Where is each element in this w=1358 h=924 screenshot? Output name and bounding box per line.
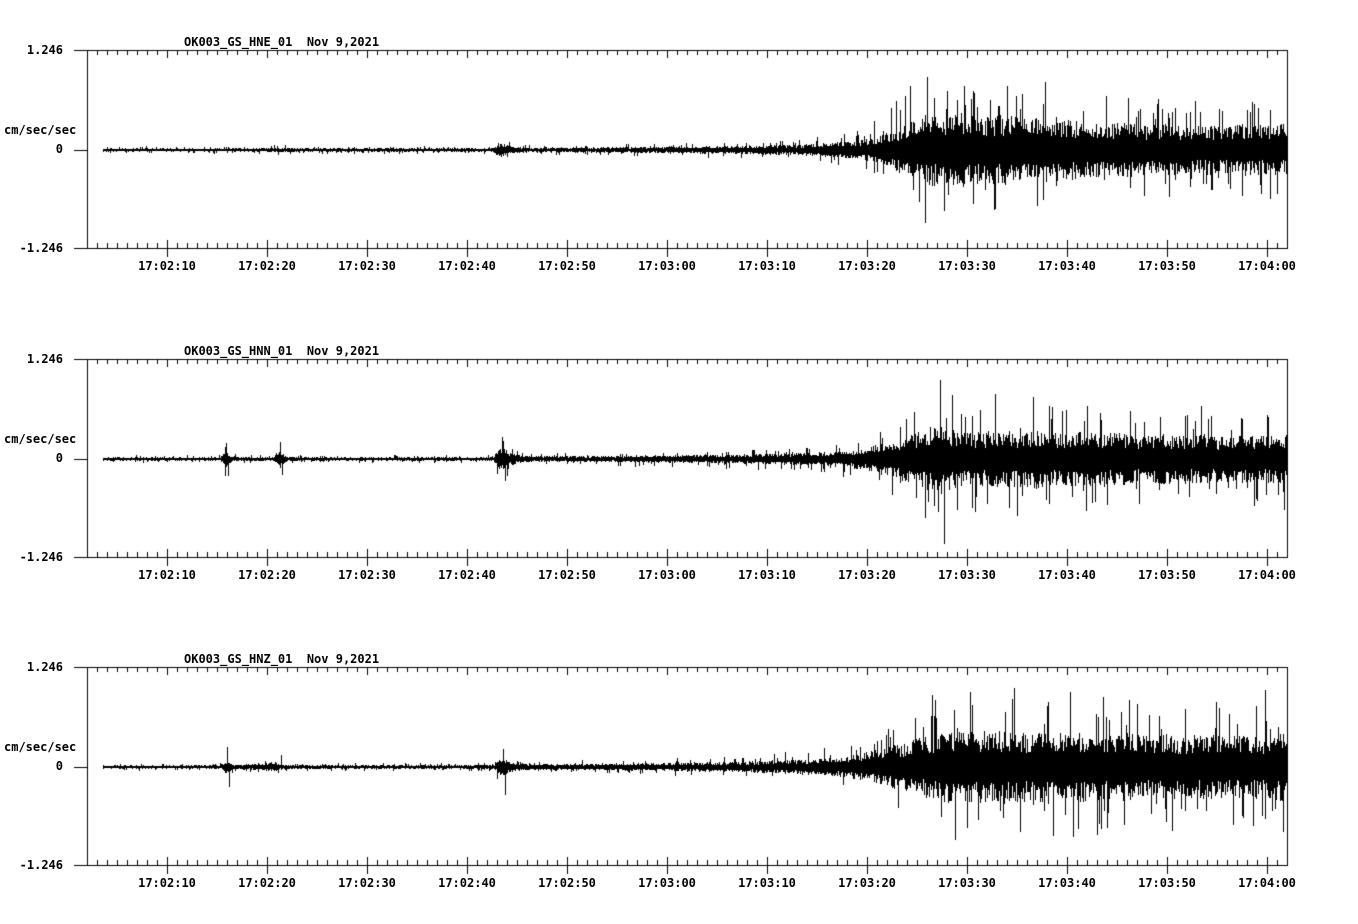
- panel-title-hnn: OK003_GS_HNN_01 Nov 9,2021: [184, 344, 380, 358]
- y-axis-max-label: 1.246: [26, 660, 63, 674]
- x-tick-label: 17:03:50: [1138, 876, 1196, 890]
- y-axis-max-label: 1.246: [26, 352, 63, 366]
- panel-title-hne: OK003_GS_HNE_01 Nov 9,2021: [184, 35, 380, 49]
- x-tick-label: 17:03:20: [838, 568, 896, 582]
- x-tick-label: 17:03:20: [838, 876, 896, 890]
- y-axis-max-label: 1.246: [26, 43, 63, 57]
- x-tick-label: 17:02:30: [338, 259, 396, 273]
- x-tick-label: 17:03:40: [1038, 876, 1096, 890]
- x-tick-label: 17:02:10: [138, 259, 196, 273]
- y-axis-min-label: -1.246: [19, 241, 63, 255]
- x-tick-label: 17:04:00: [1238, 259, 1296, 273]
- x-tick-label: 17:03:30: [938, 876, 996, 890]
- x-tick-label: 17:02:40: [438, 259, 496, 273]
- x-tick-label: 17:02:40: [438, 568, 496, 582]
- x-tick-label: 17:02:50: [538, 259, 596, 273]
- y-axis-unit-label: cm/sec/sec: [4, 739, 77, 754]
- x-tick-label: 17:03:10: [738, 876, 796, 890]
- x-tick-label: 17:03:30: [938, 259, 996, 273]
- y-axis-zero-label: 0: [55, 759, 63, 773]
- y-axis-min-label: -1.246: [19, 858, 63, 872]
- x-tick-label: 17:02:50: [538, 568, 596, 582]
- x-tick-label: 17:03:40: [1038, 259, 1096, 273]
- x-tick-label: 17:03:00: [638, 876, 696, 890]
- panel-title-hnz: OK003_GS_HNZ_01 Nov 9,2021: [184, 652, 380, 666]
- x-tick-label: 17:02:10: [138, 568, 196, 582]
- x-tick-label: 17:04:00: [1238, 876, 1296, 890]
- x-tick-label: 17:02:30: [338, 568, 396, 582]
- x-tick-label: 17:03:50: [1138, 259, 1196, 273]
- x-tick-label: 17:03:50: [1138, 568, 1196, 582]
- x-tick-label: 17:02:20: [238, 259, 296, 273]
- x-tick-label: 17:03:30: [938, 568, 996, 582]
- x-tick-label: 17:02:20: [238, 568, 296, 582]
- x-tick-label: 17:03:10: [738, 568, 796, 582]
- x-tick-label: 17:02:20: [238, 876, 296, 890]
- x-tick-label: 17:02:30: [338, 876, 396, 890]
- x-tick-label: 17:03:00: [638, 259, 696, 273]
- x-tick-label: 17:03:00: [638, 568, 696, 582]
- y-axis-unit-label: cm/sec/sec: [4, 431, 77, 446]
- x-tick-label: 17:02:40: [438, 876, 496, 890]
- x-tick-label: 17:02:10: [138, 876, 196, 890]
- x-tick-label: 17:02:50: [538, 876, 596, 890]
- y-axis-zero-label: 0: [55, 451, 63, 465]
- x-tick-label: 17:03:20: [838, 259, 896, 273]
- x-tick-label: 17:03:40: [1038, 568, 1096, 582]
- x-tick-label: 17:04:00: [1238, 568, 1296, 582]
- x-tick-label: 17:03:10: [738, 259, 796, 273]
- y-axis-zero-label: 0: [55, 142, 63, 156]
- y-axis-unit-label: cm/sec/sec: [4, 122, 77, 137]
- y-axis-min-label: -1.246: [19, 550, 63, 564]
